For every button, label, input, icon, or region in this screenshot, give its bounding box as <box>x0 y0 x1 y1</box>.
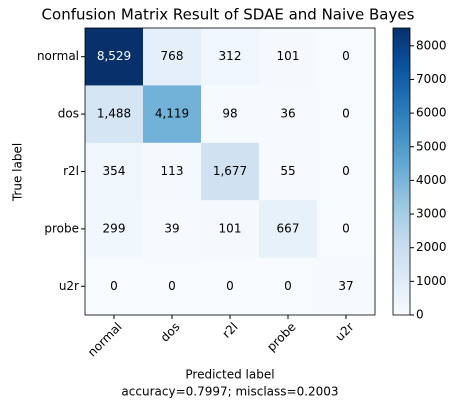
cell-label: 0 <box>342 49 350 63</box>
y-tick-label: r2l <box>63 164 79 178</box>
cell <box>317 28 376 86</box>
colorbar-tick-label: 6000 <box>416 106 447 120</box>
cell <box>259 142 318 201</box>
cell <box>317 85 376 144</box>
cell-label: 37 <box>338 279 353 293</box>
cell <box>259 85 318 144</box>
chart-title: Confusion Matrix Result of SDAE and Naiv… <box>42 6 415 24</box>
x-tick-label: normal <box>85 320 125 360</box>
cell-label: 36 <box>280 107 295 121</box>
cell <box>85 257 144 316</box>
cell-label: 0 <box>342 221 350 235</box>
colorbar-tick-label: 2000 <box>416 240 447 254</box>
cell-label: 55 <box>280 164 295 178</box>
cell <box>85 142 144 201</box>
cell <box>143 200 202 259</box>
cell <box>259 200 318 259</box>
y-tick-label: u2r <box>59 279 79 293</box>
cell <box>317 200 376 259</box>
cell-label: 1,677 <box>213 164 247 178</box>
y-tick-label: dos <box>58 107 79 121</box>
cell-label: 101 <box>277 49 300 63</box>
cell <box>317 257 376 316</box>
colorbar-tick-label: 1000 <box>416 274 447 288</box>
cell-label: 0 <box>284 279 292 293</box>
cell <box>85 200 144 259</box>
cell <box>143 142 202 201</box>
cell <box>201 28 260 86</box>
cell-label: 354 <box>103 164 126 178</box>
cell-label: 0 <box>342 164 350 178</box>
cell-label: 0 <box>110 279 118 293</box>
cell <box>201 85 260 144</box>
x-tick-label: r2l <box>219 320 240 341</box>
cell <box>143 85 202 144</box>
cell-label: 768 <box>161 49 184 63</box>
cell-label: 0 <box>168 279 176 293</box>
cell-label: 113 <box>161 164 184 178</box>
x-axis-label: Predicted label <box>185 368 274 382</box>
cell <box>85 85 144 144</box>
cell <box>317 142 376 201</box>
cell-label: 101 <box>219 221 242 235</box>
cell <box>259 257 318 316</box>
cell <box>201 200 260 259</box>
cell-label: 8,529 <box>97 49 131 63</box>
cell-label: 0 <box>342 107 350 121</box>
colorbar-tick-label: 3000 <box>416 207 447 221</box>
cell-label: 299 <box>103 221 126 235</box>
cell-label: 312 <box>219 49 242 63</box>
cell <box>85 28 144 86</box>
cell <box>201 257 260 316</box>
colorbar-tick-label: 0 <box>416 308 424 322</box>
y-tick-label: probe <box>44 221 79 235</box>
cell-label: 667 <box>277 221 300 235</box>
cell <box>143 257 202 316</box>
cell-label: 4,119 <box>155 107 189 121</box>
y-tick-label: normal <box>37 49 79 63</box>
x-tick-label: probe <box>264 320 298 354</box>
colorbar-tick-label: 5000 <box>416 139 447 153</box>
colorbar-tick-label: 8000 <box>416 38 447 52</box>
y-axis-label: True label <box>11 143 25 202</box>
colorbar <box>392 27 411 316</box>
colorbar-tick-label: 4000 <box>416 173 447 187</box>
cell-label: 98 <box>222 107 237 121</box>
annotation: accuracy=0.7997; misclass=0.2003 <box>121 385 338 399</box>
cell-label: 39 <box>164 221 179 235</box>
x-tick-label: dos <box>158 320 183 345</box>
colorbar-tick-label: 7000 <box>416 72 447 86</box>
cell <box>143 28 202 86</box>
cell-label: 0 <box>226 279 234 293</box>
cell-label: 1,488 <box>97 107 131 121</box>
cell <box>201 142 260 201</box>
cell <box>259 28 318 86</box>
x-tick-label: u2r <box>332 320 356 344</box>
